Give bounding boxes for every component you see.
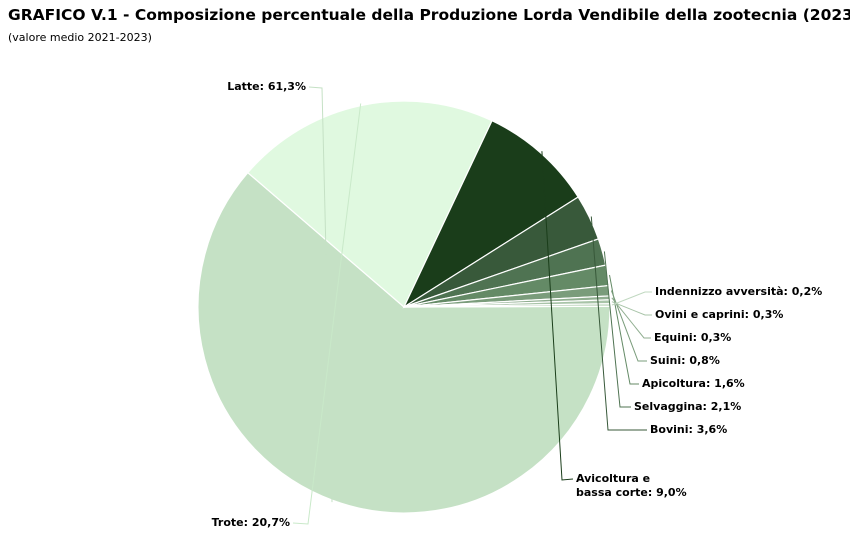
data-label-suini: Suini: 0,8% bbox=[650, 354, 720, 367]
leader-line bbox=[603, 251, 631, 408]
data-label-latte: Latte: 61,3% bbox=[227, 80, 306, 93]
pie-slice-latte bbox=[197, 171, 611, 514]
leader-line bbox=[541, 151, 574, 481]
data-label-bovini: Bovini: 3,6% bbox=[650, 423, 727, 436]
leader-line bbox=[609, 274, 639, 385]
data-label-selvaggina: Selvaggina: 2,1% bbox=[634, 400, 741, 413]
leader-line bbox=[611, 297, 651, 339]
data-label-apicoltura: Apicoltura: 1,6% bbox=[642, 377, 745, 390]
leader-line bbox=[292, 103, 362, 525]
data-label-equini: Equini: 0,3% bbox=[654, 331, 731, 344]
leader-line bbox=[610, 290, 647, 362]
pie-slice-avicoltura-e-bassa-corte bbox=[402, 119, 580, 309]
leader-line bbox=[611, 301, 652, 316]
leader-line bbox=[308, 86, 333, 503]
leader-line bbox=[590, 216, 647, 431]
data-label-trote: Trote: 20,7% bbox=[212, 516, 290, 529]
data-label-avicoltura-e-bassa-corte: Avicoltura e bassa corte: 9,0% bbox=[576, 472, 687, 499]
data-label-indennizzo-avversit-: Indennizzo avversità: 0,2% bbox=[655, 285, 822, 298]
data-label-ovini-e-caprini: Ovini e caprini: 0,3% bbox=[655, 308, 783, 321]
leader-line bbox=[611, 291, 652, 306]
pie-slice-trote bbox=[246, 100, 493, 308]
chart-subtitle: (valore medio 2021-2023) bbox=[8, 31, 152, 44]
chart-title: GRAFICO V.1 - Composizione percentuale d… bbox=[8, 6, 850, 24]
